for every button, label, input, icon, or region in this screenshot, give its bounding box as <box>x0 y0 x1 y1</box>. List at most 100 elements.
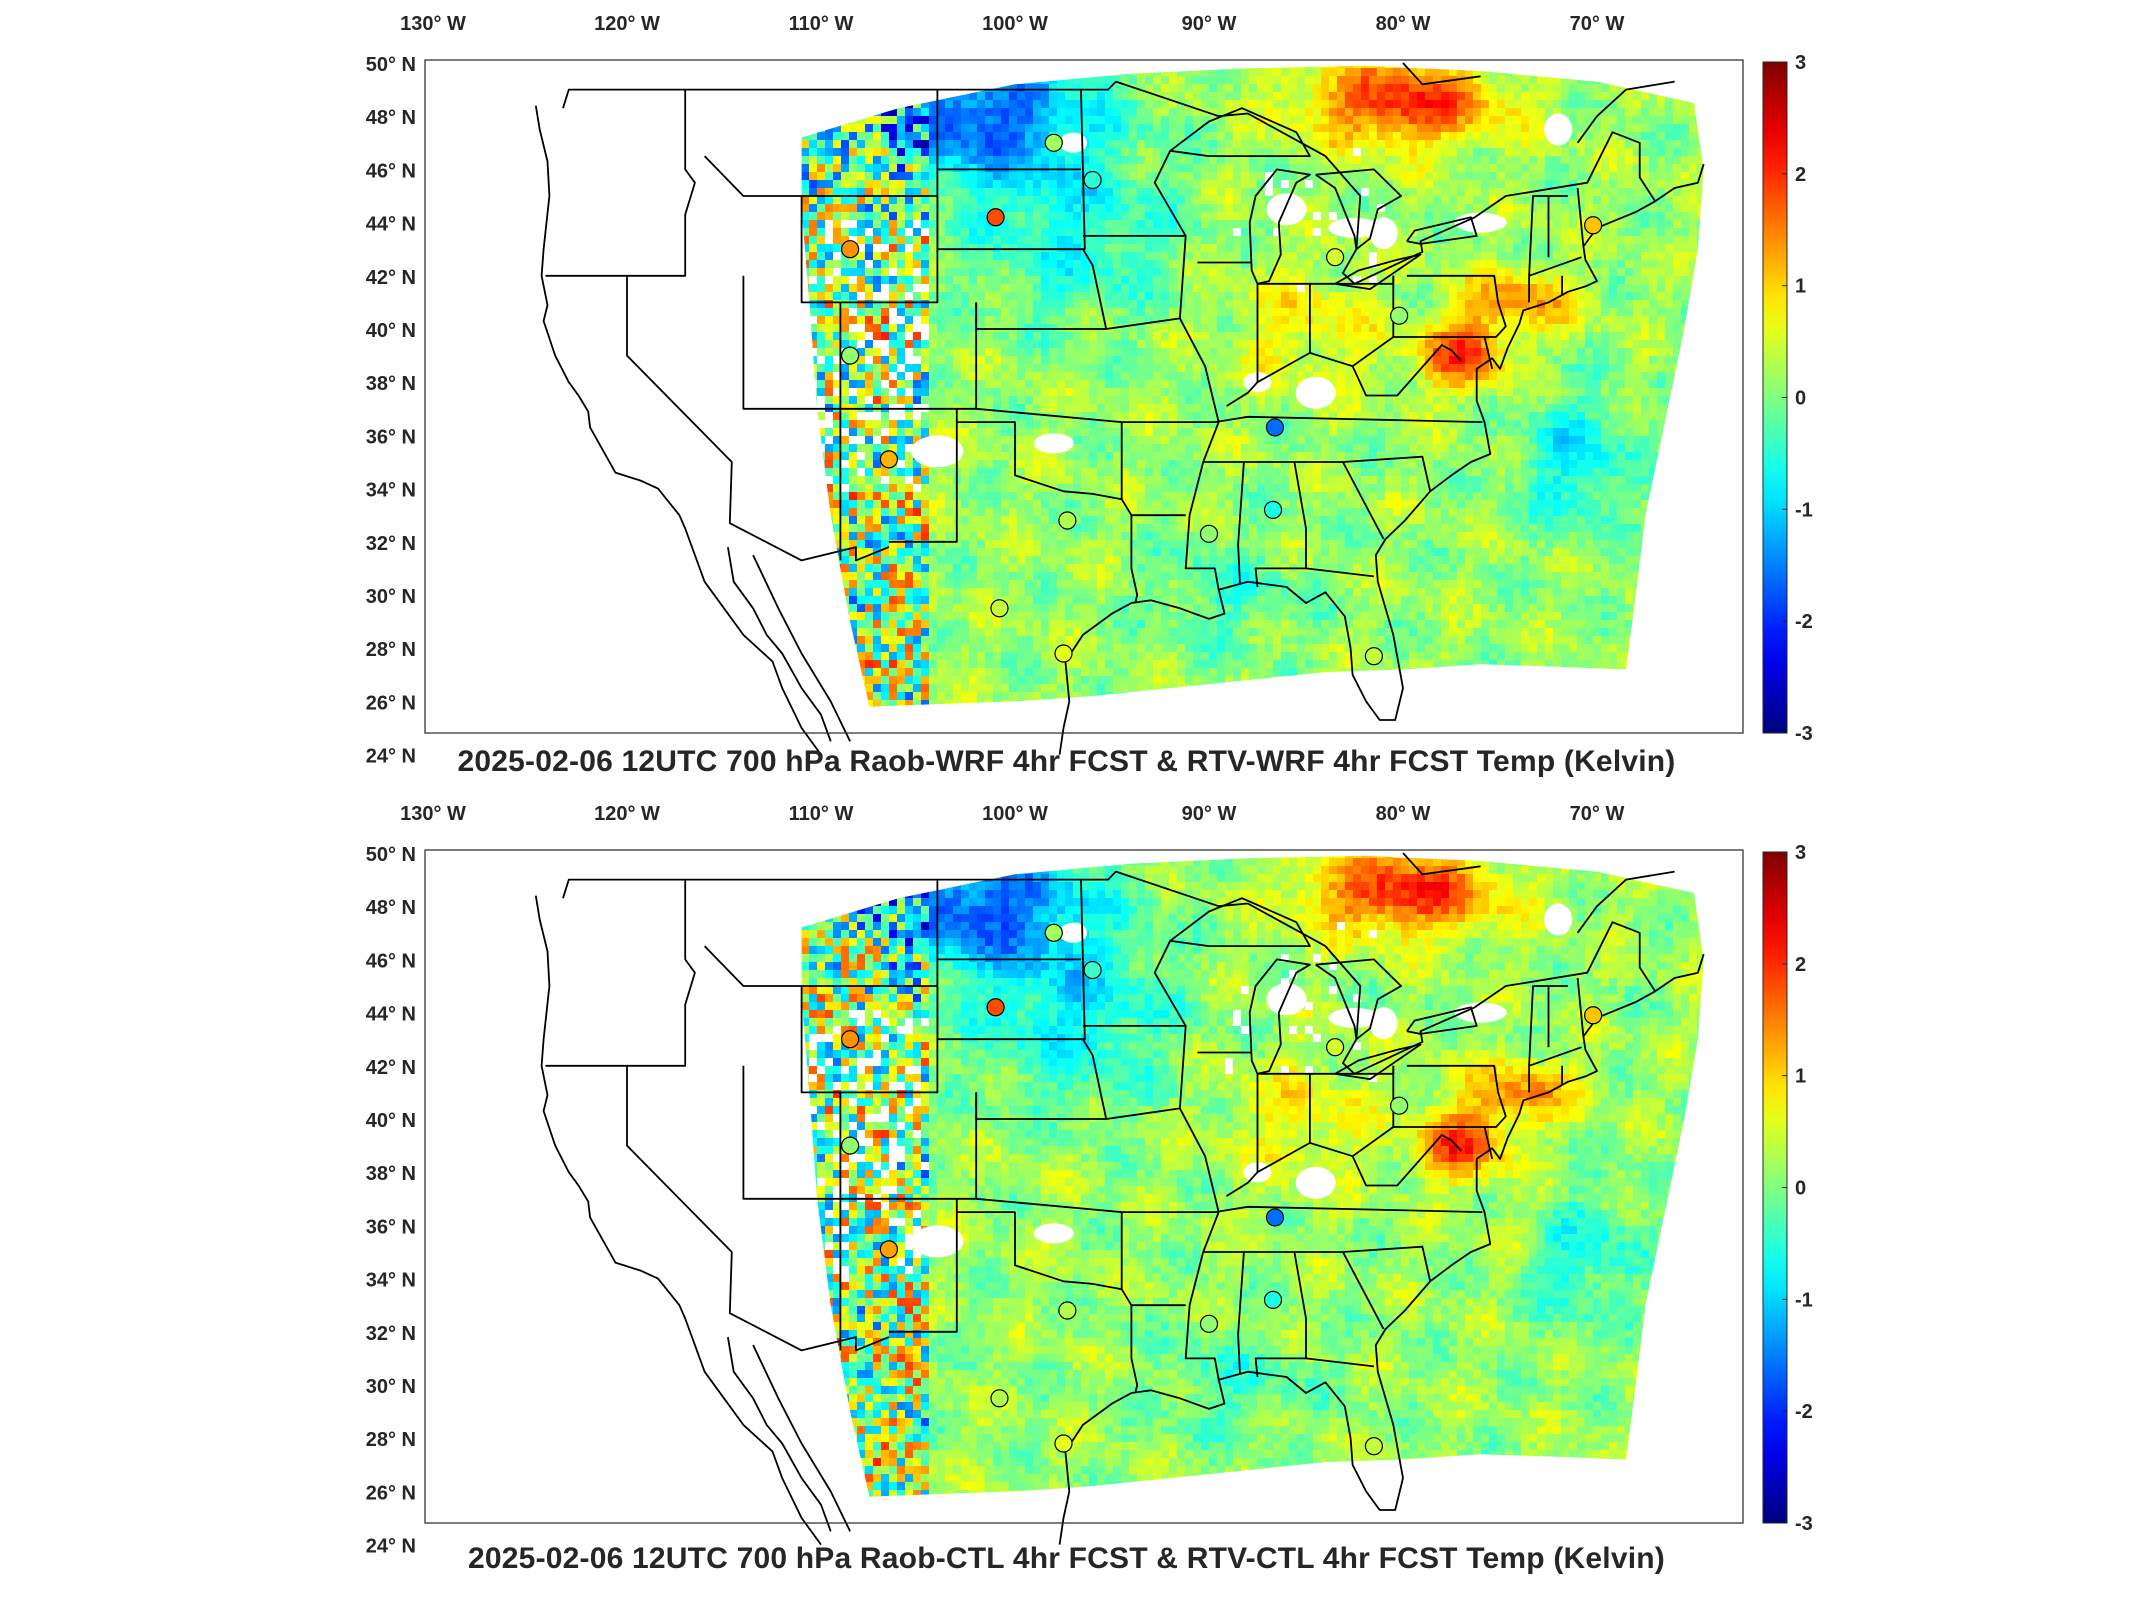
lon-tick-label: 130° W <box>400 803 466 825</box>
map-panel-ctl: 130° W 120° W 110° W 100° W 90° W 80° W 70° W 5… <box>0 790 2133 1580</box>
lon-tick-label: 120° W <box>594 13 660 35</box>
raob-station-marker <box>840 240 860 259</box>
missing-data-patch <box>911 1225 964 1258</box>
lat-tick-label: 26° N <box>366 692 416 714</box>
lat-tick-label: 24° N <box>366 1536 416 1558</box>
colorbar-tick-label: 2 <box>1795 954 1806 976</box>
raob-station-marker <box>990 1389 1009 1408</box>
missing-data-patch <box>1059 132 1088 153</box>
map-frame <box>424 59 1744 734</box>
lon-tick-label: 90° W <box>1182 13 1237 35</box>
lat-tick-label: 44° N <box>366 214 416 236</box>
lat-tick-label: 34° N <box>366 480 416 502</box>
lat-tick-label: 38° N <box>366 1163 416 1185</box>
raob-station-marker <box>1054 1434 1073 1453</box>
raob-station-marker <box>1083 960 1102 980</box>
lat-tick-label: 28° N <box>366 1429 416 1451</box>
colorbar-tick-label: -2 <box>1795 611 1813 633</box>
lat-tick-label: 32° N <box>366 533 416 555</box>
temperature-difference-map: 130° W 120° W 110° W 100° W 90° W 80° W 70° W 5… <box>366 13 1813 768</box>
raob-station-marker <box>1325 248 1345 267</box>
missing-data-patch <box>1266 983 1307 1016</box>
lat-tick-label: 46° N <box>366 160 416 182</box>
raob-station-marker <box>1263 500 1283 519</box>
colorbar-tick-label: 0 <box>1795 388 1806 410</box>
lon-tick-label: 80° W <box>1376 13 1431 35</box>
temperature-difference-map: 130° W 120° W 110° W 100° W 90° W 80° W 70° W 5… <box>366 803 1813 1558</box>
missing-data-patch <box>1328 217 1381 238</box>
lat-tick-label: 42° N <box>366 1057 416 1079</box>
lat-tick-label: 32° N <box>366 1323 416 1345</box>
colorbar-tick-label: 0 <box>1795 1178 1806 1200</box>
missing-data-patch <box>1369 1007 1398 1040</box>
lon-tick-label: 120° W <box>594 803 660 825</box>
colorbar-tick-label: -1 <box>1795 1289 1813 1311</box>
colorbar-tick-label: -2 <box>1795 1401 1813 1423</box>
colorbar-tick-label: 3 <box>1795 842 1806 864</box>
map-frame <box>424 849 1744 1524</box>
colorbar-tick-label: 1 <box>1795 276 1806 298</box>
missing-data-patch <box>1295 376 1336 409</box>
raob-station-marker <box>1390 1096 1409 1115</box>
lat-tick-label: 40° N <box>366 320 416 342</box>
missing-data-patch <box>1369 217 1398 250</box>
raob-station-marker <box>1083 170 1102 190</box>
raob-station-marker <box>840 1136 860 1155</box>
colorbar-tick-label: -3 <box>1795 723 1813 745</box>
missing-data-patch <box>911 435 964 468</box>
missing-data-patch <box>1266 193 1307 226</box>
raob-station-marker <box>879 1240 899 1259</box>
raob-station-marker <box>1058 511 1077 530</box>
lon-tick-label: 90° W <box>1182 803 1237 825</box>
lon-tick-label: 70° W <box>1570 803 1625 825</box>
lat-tick-label: 44° N <box>366 1004 416 1026</box>
lat-tick-label: 48° N <box>366 107 416 129</box>
lon-tick-label: 70° W <box>1570 13 1625 35</box>
lat-tick-label: 48° N <box>366 897 416 919</box>
raob-station-marker <box>879 450 899 469</box>
raob-station-marker <box>986 998 1005 1017</box>
raob-station-marker <box>1390 306 1409 325</box>
raob-station-marker <box>840 346 860 365</box>
missing-data-patch <box>1544 903 1573 936</box>
colorbar-tick-label: -3 <box>1795 1513 1813 1535</box>
panel-title: 2025-02-06 12UTC 700 hPa Raob-WRF 4hr FC… <box>0 745 2133 779</box>
colorbar-tick-label: 3 <box>1795 52 1806 74</box>
raob-station-marker <box>1364 1437 1384 1456</box>
lat-tick-label: 42° N <box>366 267 416 289</box>
raob-station-marker <box>1199 1314 1219 1333</box>
lon-tick-label: 130° W <box>400 13 466 35</box>
colorbar-tick-label: -1 <box>1795 499 1813 521</box>
lon-tick-label: 100° W <box>982 803 1048 825</box>
missing-data-patch <box>1544 113 1573 146</box>
lat-tick-label: 40° N <box>366 1110 416 1132</box>
lat-tick-label: 50° N <box>366 54 416 76</box>
missing-data-patch <box>1328 1007 1381 1028</box>
colorbar-tick-label: 1 <box>1795 1066 1806 1088</box>
lat-tick-label: 36° N <box>366 1216 416 1238</box>
lat-tick-label: 36° N <box>366 426 416 448</box>
lat-tick-label: 28° N <box>366 639 416 661</box>
lat-tick-label: 46° N <box>366 950 416 972</box>
raob-station-marker <box>1364 647 1384 666</box>
missing-data-patch <box>1033 1223 1074 1244</box>
missing-data-patch <box>1295 1166 1336 1199</box>
lon-tick-label: 110° W <box>789 13 854 35</box>
lon-tick-label: 80° W <box>1376 803 1431 825</box>
lat-tick-label: 26° N <box>366 1482 416 1504</box>
lat-tick-label: 24° N <box>366 746 416 768</box>
raob-station-marker <box>840 1030 860 1049</box>
lat-tick-label: 30° N <box>366 586 416 608</box>
raob-station-marker <box>1325 1038 1345 1057</box>
raob-station-marker <box>1058 1301 1077 1320</box>
panel-title: 2025-02-06 12UTC 700 hPa Raob-CTL 4hr FC… <box>0 1542 2133 1576</box>
raob-station-marker <box>986 208 1005 227</box>
colorbar-tick-label: 2 <box>1795 164 1806 186</box>
political-boundaries <box>534 62 1705 756</box>
raob-station-marker <box>1054 644 1073 663</box>
raob-station-marker <box>1263 1290 1283 1309</box>
lon-tick-label: 110° W <box>789 803 854 825</box>
raob-station-marker <box>1584 216 1603 235</box>
raob-station-marker <box>990 599 1009 618</box>
raob-station-marker <box>1265 418 1285 437</box>
